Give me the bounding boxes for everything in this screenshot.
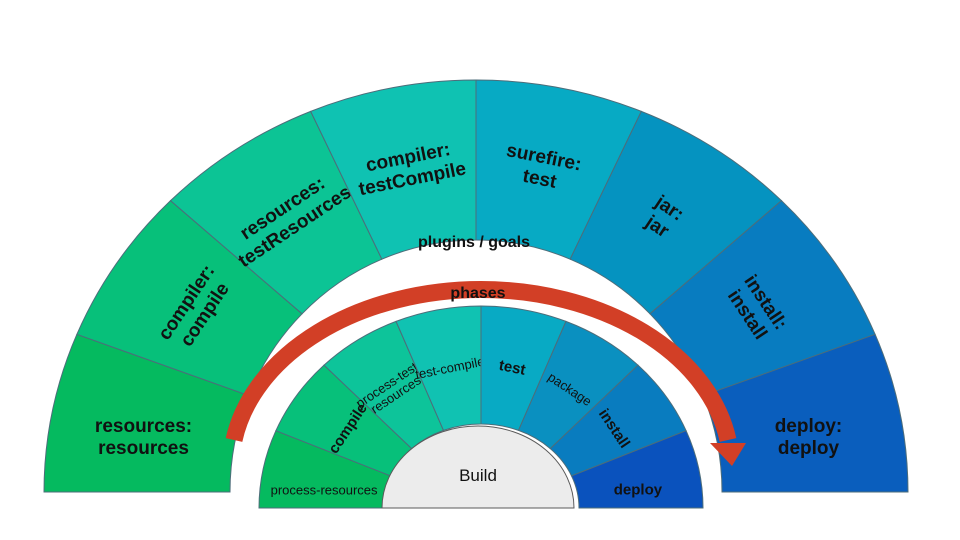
- phase-label: deploy: [614, 482, 663, 499]
- phase-segment: [570, 430, 704, 509]
- phase-label-line: test: [497, 357, 526, 379]
- plugin-goal-label: resources: resources: [95, 416, 192, 459]
- phase-ring: process-resourcescompileprocess-test-res…: [258, 305, 704, 509]
- plugin-goal-label-line: deploy:: [775, 416, 843, 437]
- phase-label: process-resources: [271, 483, 378, 498]
- phase-label: test: [497, 357, 526, 379]
- plugin-goal-ring: resources: resourcescompiler:compileresou…: [43, 79, 909, 493]
- plugin-goal-segment: [702, 333, 909, 493]
- build-label: Build: [459, 466, 497, 485]
- phase-label-line: deploy: [614, 482, 663, 499]
- plugin-goal-label-line: deploy: [778, 438, 840, 459]
- phase-arrow: [225, 280, 737, 442]
- plugin-goal-label: deploy: deploy: [775, 416, 843, 459]
- phase-label-line: process-resources: [271, 483, 378, 498]
- arrow-head: [710, 443, 746, 466]
- phases-title: phases: [450, 285, 505, 302]
- plugins-goals-title: plugins / goals: [418, 234, 530, 251]
- plugin-goal-label-line: resources:: [95, 416, 192, 437]
- plugin-goal-label-line: resources: [98, 438, 189, 459]
- build-semicircle: [381, 425, 575, 509]
